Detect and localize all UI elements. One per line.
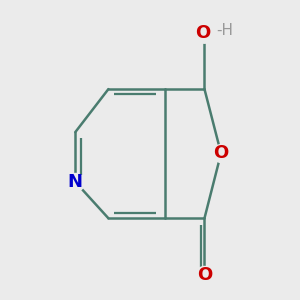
Text: O: O (197, 266, 212, 284)
Text: O: O (213, 144, 229, 162)
Text: O: O (195, 24, 210, 42)
Text: -H: -H (216, 22, 233, 38)
Text: N: N (68, 173, 83, 191)
